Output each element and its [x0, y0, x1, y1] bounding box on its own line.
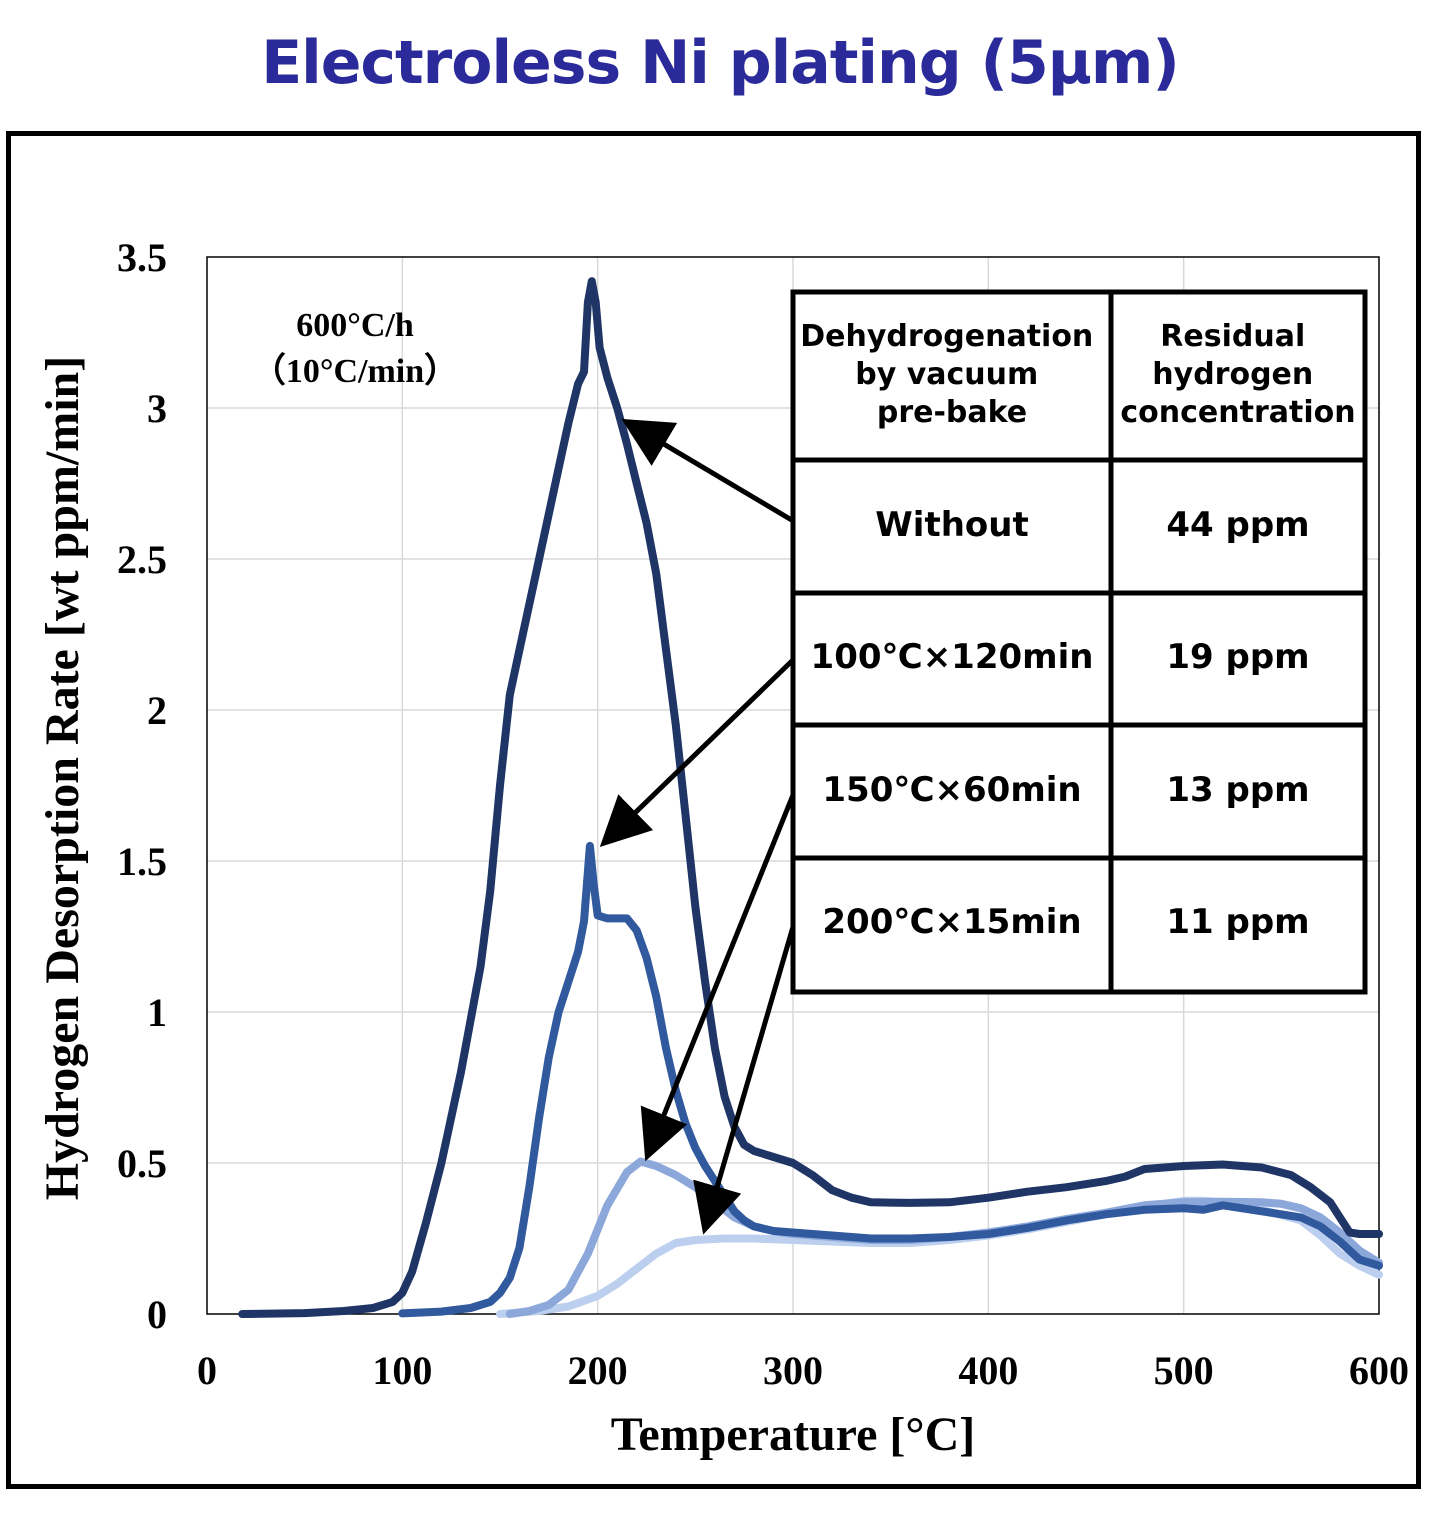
y-tick-labels: 0 0.5 1 1.5 2 2.5 3 3.5 [117, 235, 167, 1337]
figure-frame [6, 131, 1421, 1489]
table-row-condition: 150℃×60min [822, 770, 1081, 810]
x-tick-label: 500 [1154, 1348, 1214, 1393]
x-tick-label: 600 [1349, 1348, 1409, 1393]
arrows [599, 418, 798, 1235]
x-tick-label: 200 [568, 1348, 628, 1393]
y-tick-label: 0 [147, 1292, 167, 1337]
chart-title: Electroless Ni plating (5μm) [261, 28, 1180, 98]
arrow-150c [640, 789, 798, 1162]
x-tick-label: 300 [763, 1348, 823, 1393]
table-row-residual: 19 ppm [1166, 637, 1309, 677]
table-header-residual: Residual hydrogen concentration [1120, 319, 1355, 430]
series-line [496, 1196, 1383, 1318]
x-axis-title: Temperature [°C] [611, 1408, 975, 1461]
y-tick-label: 1 [147, 990, 167, 1035]
series-line [398, 841, 1383, 1318]
plot-area [206, 256, 1380, 1315]
table-row-condition: 200℃×15min [822, 902, 1081, 942]
x-tick-label: 100 [372, 1348, 432, 1393]
table-row-condition: 100℃×120min [811, 637, 1094, 677]
y-tick-label: 2 [147, 688, 167, 733]
y-tick-label: 2.5 [117, 537, 167, 582]
rate-note-line1: 600°C/h [296, 307, 414, 344]
y-tick-label: 0.5 [117, 1141, 167, 1186]
table-row-residual: 44 ppm [1166, 505, 1309, 545]
table-header-condition: Dehydrogenation by vacuum pre-bake [800, 319, 1104, 430]
arrow-100c [599, 656, 797, 847]
y-tick-label: 1.5 [117, 839, 167, 884]
arrow-200c [693, 919, 798, 1235]
y-tick-label: 3.5 [117, 235, 167, 280]
rate-note-line2: （10°C/min） [252, 351, 458, 390]
arrow-without [621, 418, 797, 525]
table-row-residual: 11 ppm [1166, 902, 1309, 942]
x-tick-labels: 0 100 200 300 400 500 600 [197, 1348, 1409, 1393]
x-tick-label: 400 [958, 1348, 1018, 1393]
y-axis-title: Hydrogen Desorption Rate [wt ppm/min] [36, 356, 89, 1200]
table-row-residual: 13 ppm [1166, 770, 1309, 810]
y-tick-label: 3 [147, 386, 167, 431]
x-tick-label: 0 [197, 1348, 217, 1393]
legend-table: Dehydrogenation by vacuum pre-bake Resid… [790, 289, 1368, 995]
table-row-condition: Without [875, 505, 1028, 545]
